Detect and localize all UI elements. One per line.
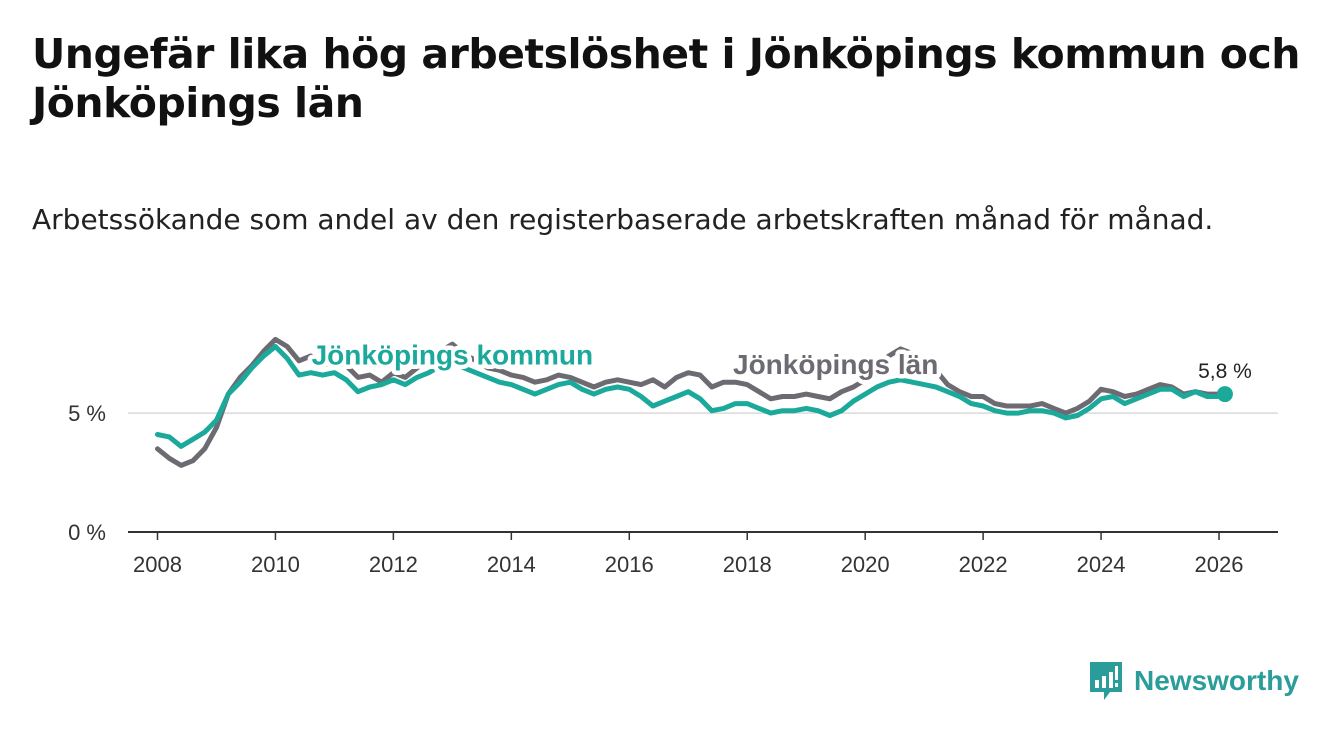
y-tick-label: 0 % (68, 520, 106, 545)
series-line-lan (155, 336, 1222, 468)
series-label-kommun: Jönköpings kommun (312, 339, 594, 370)
x-tick-label: 2014 (487, 552, 536, 577)
x-tick-label: 2020 (841, 552, 890, 577)
end-point-marker (1216, 386, 1233, 403)
series-labels: 5,8 % Jönköpings kommun Jönköpings län (307, 335, 1252, 385)
series-label-lan: Jönköpings län (733, 349, 938, 380)
x-tick-label: 2018 (723, 552, 772, 577)
brand-name: Newsworthy (1134, 665, 1299, 696)
chart-subtitle: Arbetssökande som andel av den registerb… (32, 203, 1214, 236)
newsworthy-logo: Newsworthy (1088, 660, 1299, 702)
axes: 0 % 5 % 2008 2010 2012 2014 2016 2018 2020 2022 20… (68, 401, 1278, 577)
newsworthy-logo-icon (1090, 662, 1122, 700)
x-tick-label: 2016 (605, 552, 654, 577)
x-tick-label: 2022 (959, 552, 1008, 577)
end-value-label: 5,8 % (1198, 360, 1252, 383)
series-line-kommun (155, 344, 1228, 449)
x-tick-label: 2008 (133, 552, 182, 577)
series-lines (155, 336, 1233, 468)
chart-title: Ungefär lika hög arbetslöshet i Jönköpin… (32, 30, 1300, 127)
x-tick-label: 2012 (369, 552, 418, 577)
x-tick-label: 2026 (1195, 552, 1244, 577)
y-tick-label: 5 % (68, 401, 106, 426)
x-tick-label: 2010 (251, 552, 300, 577)
x-tick-label: 2024 (1077, 552, 1126, 577)
